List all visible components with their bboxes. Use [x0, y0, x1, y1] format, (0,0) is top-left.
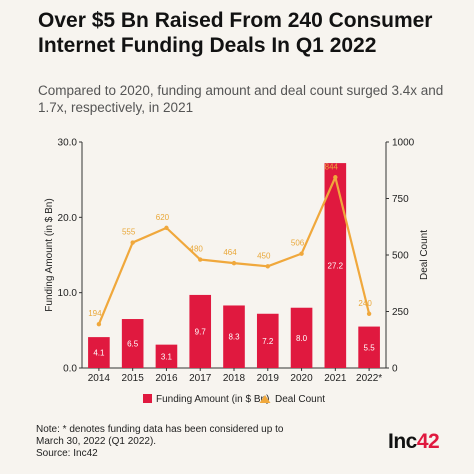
y2-tick-label: 250 — [392, 307, 409, 318]
x-tick-label: 2017 — [189, 373, 212, 384]
funding-bar — [155, 344, 178, 368]
y-tick-label: 10.0 — [58, 288, 78, 299]
funding-bar — [223, 305, 245, 368]
legend-swatch-deal-count — [259, 395, 271, 403]
y-axis-title: Funding Amount (in $ Bn) — [44, 198, 55, 311]
chart-legend: Funding Amount (in $ Bn) Deal Count — [143, 394, 325, 405]
y2-tick-label: 0 — [392, 364, 398, 375]
y2-axis-title: Deal Count — [419, 230, 430, 280]
funding-bars — [88, 163, 380, 368]
deal-count-point — [231, 260, 237, 266]
chart-title: Over $5 Bn Raised From 240 Consumer Inte… — [38, 9, 433, 57]
bar-value-label: 3.1 — [161, 352, 173, 361]
deal-count-point — [96, 321, 102, 327]
y2-tick-label: 1000 — [392, 138, 415, 149]
deal-count-point — [164, 225, 169, 231]
y2-tick-label: 750 — [392, 194, 409, 205]
footnote: Note: * denotes funding data has been co… — [36, 424, 326, 460]
deal-count-label: 194 — [88, 309, 102, 318]
x-tick-label: 2019 — [257, 373, 280, 384]
funding-bar — [256, 313, 279, 368]
bar-value-label: 9.7 — [195, 327, 207, 336]
bar-value-label: 8.3 — [228, 333, 240, 342]
y2-tick-label: 500 — [392, 251, 409, 262]
data-labels: 4.1 6.5 3.1 9.7 8.3 7.2 8.0 27.2 5.5 194 555 620 480… — [88, 162, 375, 361]
bar-value-label: 27.2 — [328, 262, 344, 271]
x-tick-label: 2014 — [88, 373, 111, 384]
deal-count-point — [198, 257, 203, 262]
deal-count-point — [299, 251, 304, 256]
deal-count-label: 480 — [190, 245, 204, 254]
bar-value-label: 5.5 — [364, 343, 376, 352]
y-tick-label: 30.0 — [58, 138, 78, 149]
x-tick-label: 2015 — [122, 373, 145, 384]
deal-count-label: 450 — [257, 251, 271, 260]
bar-value-label: 8.0 — [296, 334, 308, 343]
deal-count-label: 620 — [156, 213, 170, 222]
funding-bar — [88, 337, 110, 368]
x-tick-label: 2020 — [290, 373, 313, 384]
x-tick-label: 2016 — [155, 373, 178, 384]
deal-count-point — [265, 264, 270, 269]
deal-count-point — [130, 240, 135, 245]
funding-bar — [121, 319, 144, 368]
legend-label-funding: Funding Amount (in $ Bn) — [156, 394, 269, 405]
funding-bar — [290, 307, 313, 368]
x-tick-label: 2018 — [223, 373, 246, 384]
deal-count-label: 555 — [122, 228, 136, 237]
deal-count-label: 240 — [358, 299, 372, 308]
logo-text-accent: 42 — [416, 430, 440, 453]
chart-axes: 0.0 10.0 20.0 30.0 0 250 500 750 1000 2014 2015 201… — [58, 138, 415, 385]
chart-subtitle: Compared to 2020, funding amount and dea… — [38, 83, 444, 115]
funding-bar — [189, 294, 212, 368]
x-tick-label: 2021 — [324, 373, 347, 384]
source-text: Source: Inc42 — [36, 448, 98, 459]
bar-value-label: 7.2 — [262, 337, 274, 346]
note-line-1: Note: * denotes funding data has been co… — [36, 424, 284, 435]
logo-text-main: Inc — [388, 430, 417, 453]
funding-bar — [358, 326, 380, 368]
legend-swatch-funding — [143, 394, 152, 403]
deal-count-point — [366, 311, 372, 316]
y-tick-label: 0.0 — [63, 364, 77, 375]
deal-count-label: 464 — [223, 248, 237, 257]
deal-count-label: 506 — [291, 239, 305, 248]
deal-count-point — [333, 175, 338, 180]
deal-count-label: 844 — [325, 162, 339, 171]
legend-label-deal-count: Deal Count — [275, 394, 325, 405]
funding-bar — [324, 163, 347, 368]
x-tick-label: 2022* — [356, 373, 382, 384]
bar-value-label: 6.5 — [127, 340, 139, 349]
y-tick-label: 20.0 — [58, 213, 78, 224]
inc42-logo: Inc42 — [388, 430, 440, 454]
bar-value-label: 4.1 — [93, 349, 105, 358]
note-line-2: March 30, 2022 (Q1 2022). — [36, 436, 157, 447]
deal-count-line — [96, 175, 372, 327]
